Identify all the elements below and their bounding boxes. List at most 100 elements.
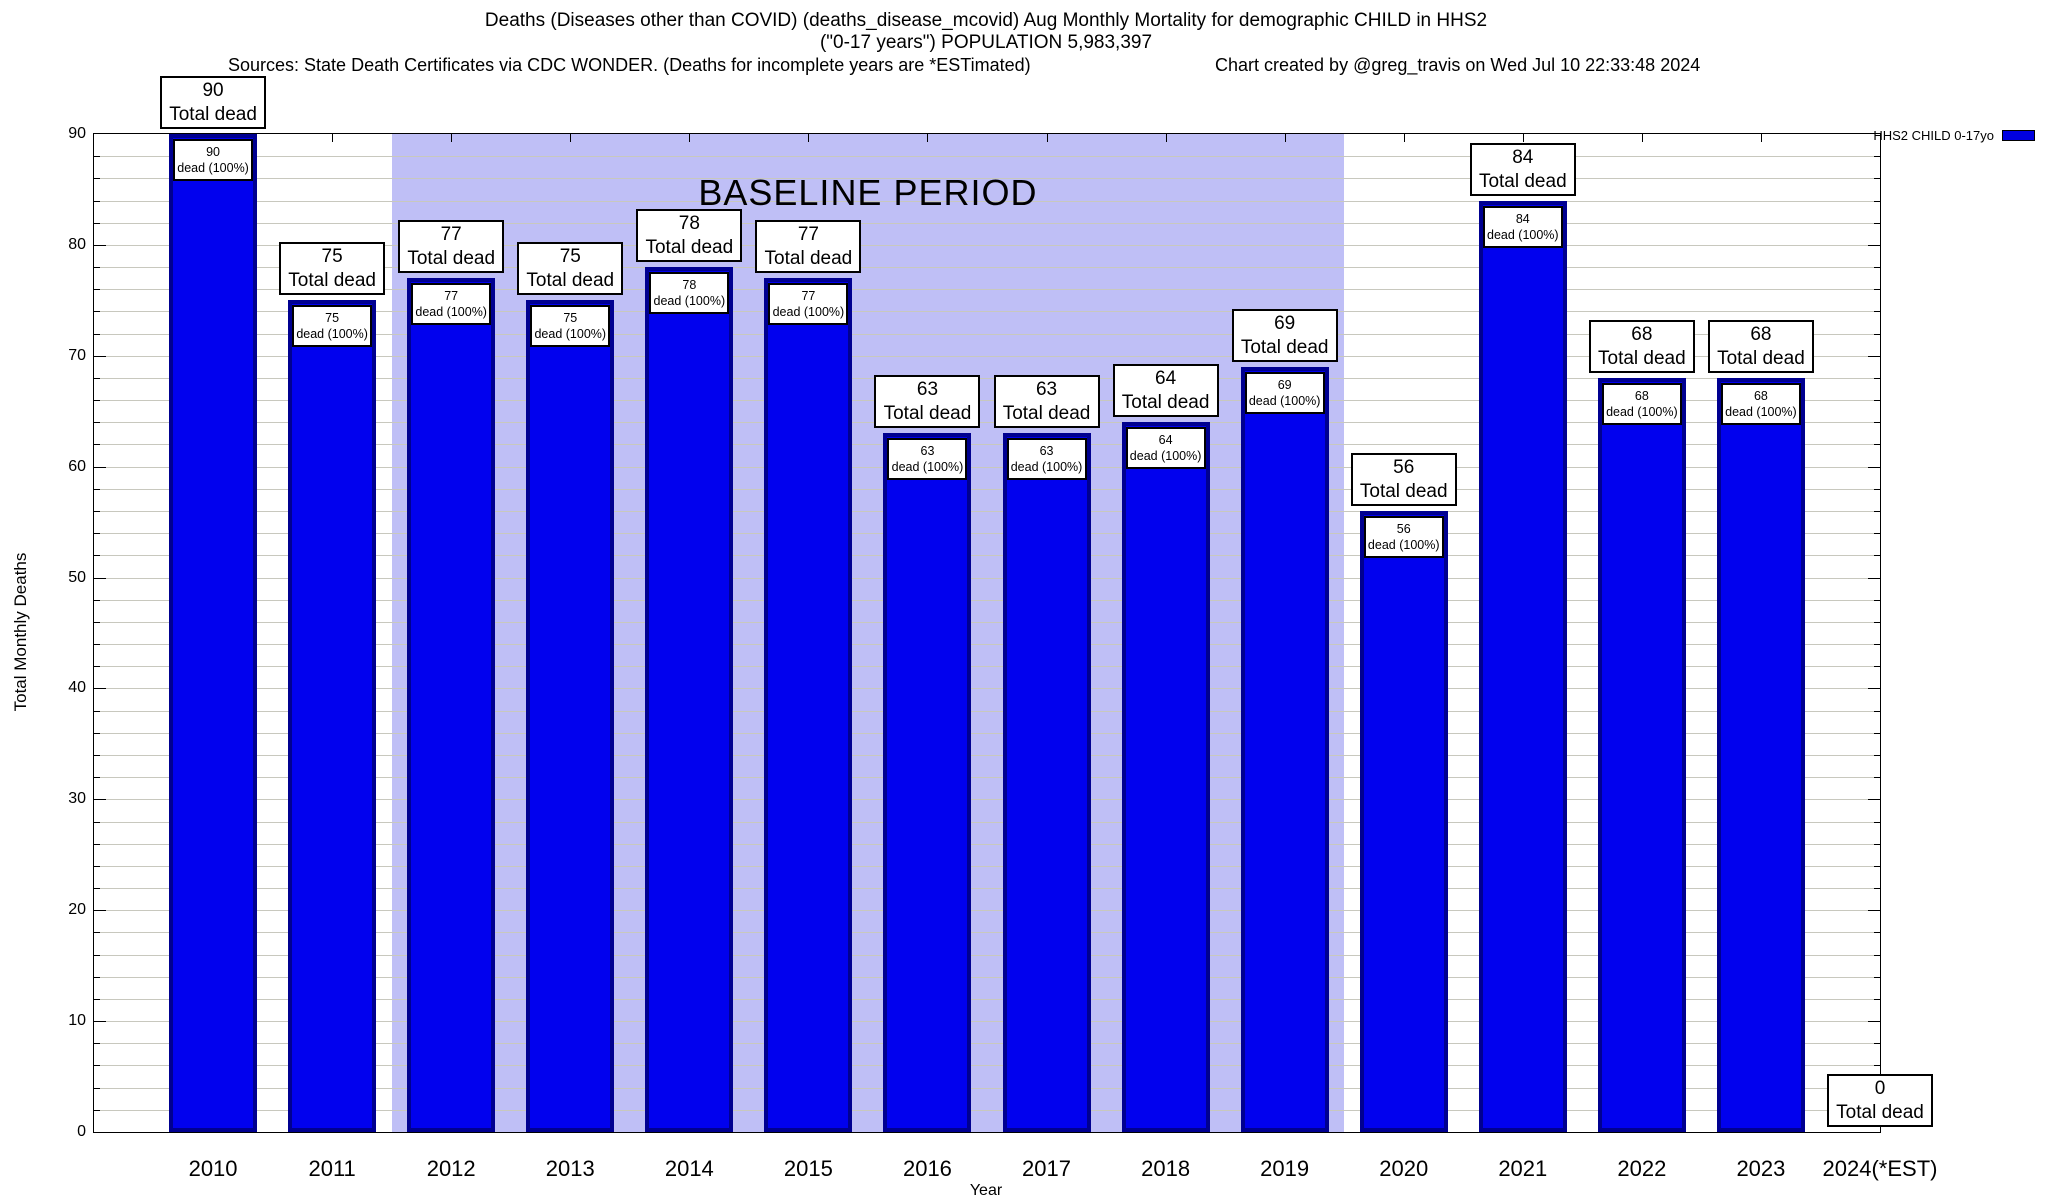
gridline — [94, 488, 1880, 490]
x-axis-tick-label: 2016 — [902, 1156, 952, 1181]
bar-inner-caption: dead (100%) — [1725, 404, 1797, 419]
y-tick-left — [94, 289, 100, 291]
gridline — [94, 666, 1880, 668]
bar-inner-caption: dead (100%) — [653, 294, 726, 309]
y-axis-title: Total Monthly Deaths — [11, 552, 30, 712]
bar-2010 — [169, 134, 258, 1132]
y-tick-left — [94, 1043, 100, 1045]
bar-inner-label: 84 dead (100%) — [1482, 205, 1563, 248]
gridline — [94, 910, 1880, 912]
bar-2015 — [764, 278, 853, 1132]
y-tick-right — [1874, 178, 1880, 180]
bar-total-caption: Total dead — [1478, 170, 1567, 192]
y-tick-right — [1868, 910, 1880, 912]
gridline — [94, 754, 1880, 756]
y-tick-right — [1868, 799, 1880, 801]
baseline-period-label: BASELINE PERIOD — [698, 172, 1038, 213]
y-tick-right — [1868, 355, 1880, 357]
y-axis-tick-label: 50 — [68, 568, 86, 586]
bar-total-label: 68 Total dead — [1707, 319, 1814, 373]
y-tick-left — [94, 533, 100, 535]
y-axis-tick-label: 80 — [68, 235, 86, 253]
gridline — [94, 644, 1880, 646]
bar-inner-label: 63 dead (100%) — [887, 438, 968, 481]
bar-total-caption: Total dead — [1002, 403, 1091, 425]
bar-total-value: 63 — [916, 379, 939, 401]
bar-total-value: 77 — [797, 224, 819, 246]
gridline — [94, 289, 1880, 291]
x-tick-top — [1046, 134, 1048, 142]
bar-inner-value: 90 — [206, 145, 221, 159]
x-axis-tick-label: 2018 — [1141, 1156, 1191, 1181]
bar-total-caption: Total dead — [526, 270, 615, 292]
y-tick-right — [1874, 821, 1880, 823]
y-tick-right — [1874, 998, 1880, 1000]
y-tick-right — [1874, 222, 1880, 224]
y-tick-left — [94, 666, 100, 668]
gridline — [94, 710, 1880, 712]
y-tick-right — [1874, 533, 1880, 535]
y-tick-right — [1874, 1065, 1880, 1067]
bar-inner-caption: dead (100%) — [177, 161, 249, 175]
y-tick-left — [94, 821, 100, 823]
bar-inner-value: 63 — [1039, 444, 1054, 459]
y-tick-right — [1868, 688, 1880, 690]
bar-total-label: 64 Total dead — [1112, 364, 1219, 418]
y-tick-right — [1874, 932, 1880, 934]
y-axis-tick-label: 30 — [68, 790, 86, 808]
bar-total-caption: Total dead — [288, 270, 376, 292]
x-tick-top — [689, 134, 691, 142]
y-tick-left — [94, 888, 100, 890]
y-tick-right — [1874, 422, 1880, 424]
bar-total-value: 75 — [321, 246, 343, 268]
gridline — [94, 200, 1880, 202]
bar-total-label: 77 Total dead — [755, 220, 862, 274]
bar-inner-label: 56 dead (100%) — [1363, 516, 1444, 559]
bar-inner-label: 68 dead (100%) — [1720, 382, 1801, 425]
bar-total-value: 64 — [1155, 368, 1177, 390]
bar-inner-label: 63 dead (100%) — [1006, 438, 1087, 481]
y-tick-right — [1874, 511, 1880, 513]
y-tick-left — [94, 932, 100, 934]
chart-title-line2: ("0-17 years") POPULATION 5,983,397 — [819, 32, 1153, 53]
y-tick-right — [1874, 400, 1880, 402]
gridline — [94, 932, 1880, 934]
bar-total-value: 63 — [1035, 379, 1058, 401]
gridline — [94, 555, 1880, 557]
y-tick-right — [1868, 1021, 1880, 1023]
x-axis-tick-label: 2020 — [1379, 1156, 1429, 1181]
y-tick-left — [94, 910, 106, 912]
gridline — [94, 533, 1880, 535]
bar-total-value: 75 — [559, 246, 581, 268]
x-tick-bottom — [1880, 1124, 1881, 1132]
bar-2011 — [288, 300, 377, 1132]
gridline — [94, 1065, 1880, 1067]
x-tick-top — [1641, 134, 1643, 142]
x-axis-tick-label: 2019 — [1260, 1156, 1310, 1181]
y-tick-right — [1874, 888, 1880, 890]
y-tick-left — [94, 976, 100, 978]
x-axis-tick-label: 2010 — [188, 1156, 238, 1181]
y-tick-right — [1874, 954, 1880, 956]
y-axis-tick-label: 90 — [68, 125, 86, 142]
gridline — [94, 333, 1880, 335]
bar-inner-label: 77 dead (100%) — [411, 283, 492, 326]
x-axis-tick-label: 2023 — [1736, 1156, 1786, 1181]
bar-inner-value: 75 — [563, 311, 578, 326]
y-tick-left — [94, 710, 100, 712]
bar-inner-caption: dead (100%) — [1129, 449, 1202, 464]
y-tick-right — [1874, 333, 1880, 335]
y-tick-left — [94, 865, 100, 867]
gridline — [94, 821, 1880, 823]
gridline — [94, 843, 1880, 845]
x-tick-top — [1880, 134, 1881, 142]
bar-total-value: 69 — [1274, 312, 1296, 334]
y-tick-left — [94, 1065, 100, 1067]
y-tick-left — [94, 777, 100, 779]
bar-inner-label: 75 dead (100%) — [292, 305, 373, 348]
y-tick-right — [1874, 200, 1880, 202]
y-tick-left — [94, 267, 100, 269]
y-tick-right — [1874, 311, 1880, 313]
bar-total-value: 84 — [1512, 146, 1534, 168]
x-tick-top — [1522, 134, 1524, 142]
